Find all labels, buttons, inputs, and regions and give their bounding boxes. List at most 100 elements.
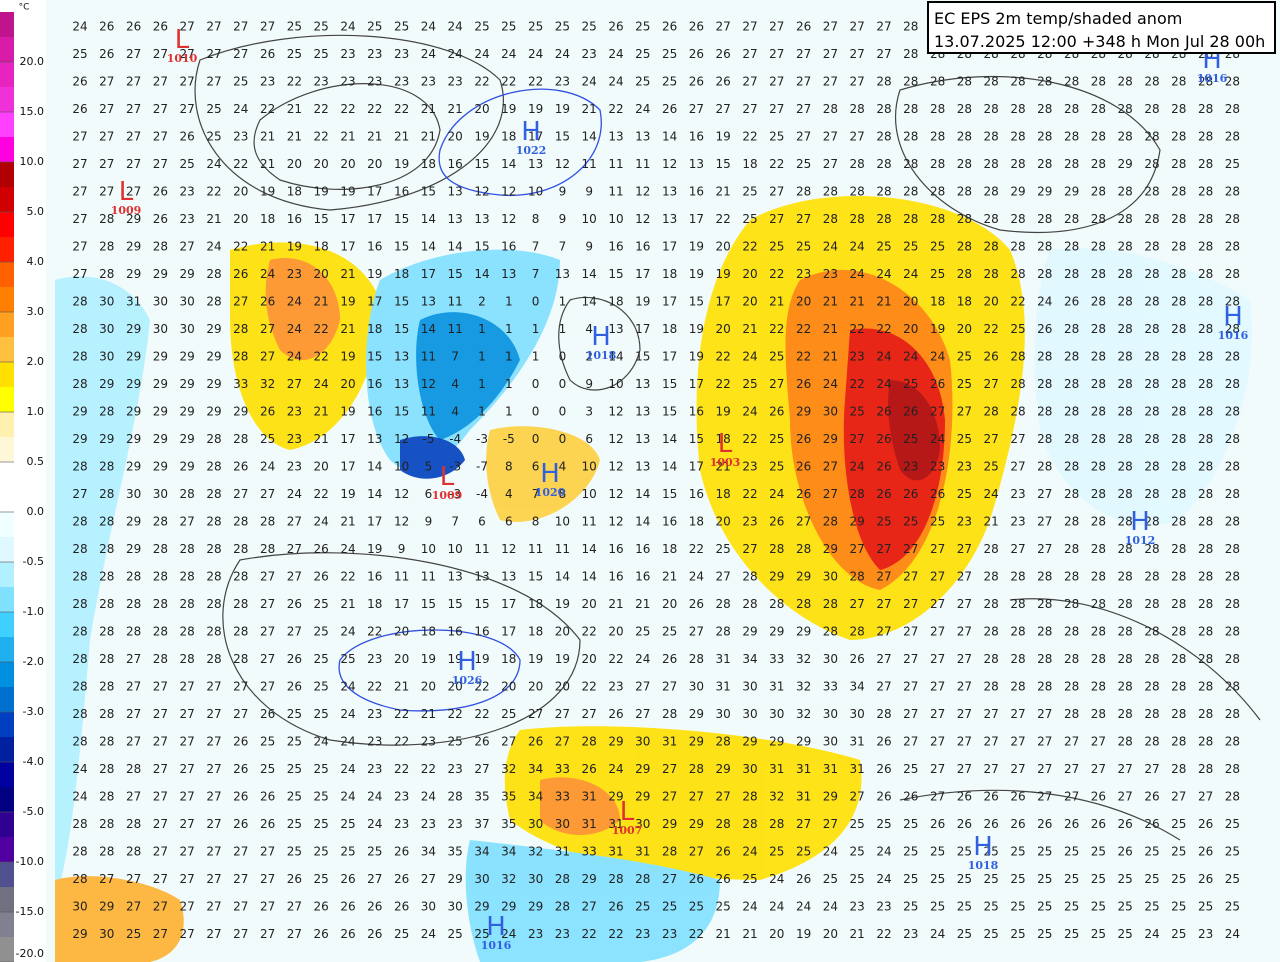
grid-value: 25 (1037, 872, 1052, 886)
grid-value: 28 (1225, 405, 1240, 419)
grid-value: 29 (528, 900, 543, 914)
grid-value: 0 (532, 432, 540, 446)
grid-value: 26 (1037, 322, 1052, 336)
grid-value: 28 (1198, 267, 1213, 281)
grid-value: 28 (1037, 130, 1052, 144)
grid-value: 27 (555, 735, 570, 749)
grid-value: 21 (340, 597, 355, 611)
pressure-value: 1018 (968, 859, 999, 872)
grid-value: 28 (1225, 707, 1240, 721)
grid-value: 21 (823, 350, 838, 364)
legend-label: 1.0 (27, 405, 45, 418)
grid-value: 25 (635, 75, 650, 89)
grid-value: 24 (689, 570, 704, 584)
grid-value: 28 (1091, 707, 1106, 721)
grid-value: 15 (662, 487, 677, 501)
grid-value: 21 (662, 570, 677, 584)
grid-value: 27 (1037, 487, 1052, 501)
grid-value: 28 (1198, 322, 1213, 336)
grid-value: 11 (582, 515, 597, 529)
grid-value: 28 (180, 570, 195, 584)
grid-value: 4 (559, 460, 567, 474)
grid-value: 27 (206, 845, 221, 859)
grid-value: 23 (340, 75, 355, 89)
grid-value: 27 (126, 735, 141, 749)
grid-value: 25 (314, 707, 329, 721)
grid-value: 31 (796, 790, 811, 804)
grid-value: 21 (421, 102, 436, 116)
cold-anomaly (1034, 248, 1252, 526)
grid-value: 24 (233, 102, 248, 116)
grid-value: 25 (314, 597, 329, 611)
grid-value: 26 (394, 845, 409, 859)
grid-value: 20 (716, 515, 731, 529)
grid-value: 28 (1118, 130, 1133, 144)
grid-value: 12 (608, 405, 623, 419)
legend-label: 20.0 (20, 55, 45, 68)
grid-value: 28 (876, 185, 891, 199)
grid-value: 29 (1118, 157, 1133, 171)
grid-value: 28 (984, 240, 999, 254)
grid-value: 27 (233, 927, 248, 941)
grid-value: 25 (1118, 927, 1133, 941)
grid-value: 28 (1091, 350, 1106, 364)
grid-value: 27 (1010, 542, 1025, 556)
grid-value: 29 (206, 322, 221, 336)
grid-value: 11 (421, 570, 436, 584)
legend-swatch (0, 512, 14, 538)
grid-value: 26 (1118, 817, 1133, 831)
grid-value: 28 (1144, 570, 1159, 584)
grid-value: 24 (1037, 295, 1052, 309)
legend-label: 4.0 (27, 255, 45, 268)
grid-value: 18 (501, 652, 516, 666)
legend-swatch (0, 87, 14, 113)
grid-value: 30 (528, 817, 543, 831)
grid-value: 27 (1037, 790, 1052, 804)
grid-value: 1 (478, 377, 486, 391)
grid-value: 27 (206, 790, 221, 804)
grid-value: 27 (689, 102, 704, 116)
grid-value: 28 (99, 707, 114, 721)
pressure-value: 1016 (481, 939, 512, 952)
grid-value: 29 (126, 377, 141, 391)
grid-value: 28 (1037, 405, 1052, 419)
grid-value: 19 (716, 130, 731, 144)
grid-value: 28 (1144, 652, 1159, 666)
grid-value: 12 (421, 377, 436, 391)
grid-value: 34 (850, 680, 865, 694)
isobar (558, 296, 641, 391)
grid-value: 27 (930, 735, 945, 749)
grid-value: 26 (796, 872, 811, 886)
grid-value: 25 (957, 487, 972, 501)
grid-value: 23 (287, 432, 302, 446)
grid-value: 28 (1225, 295, 1240, 309)
grid-value: 27 (1118, 762, 1133, 776)
grid-value: 28 (662, 707, 677, 721)
grid-value: 16 (635, 542, 650, 556)
grid-value: 20 (716, 240, 731, 254)
grid-value: 29 (689, 817, 704, 831)
grid-value: 25 (1010, 845, 1025, 859)
grid-value: 25 (1037, 927, 1052, 941)
grid-value: 24 (448, 47, 463, 61)
grid-value: 6 (505, 515, 513, 529)
warm-anomaly (888, 380, 940, 481)
grid-value: 26 (796, 487, 811, 501)
grid-value: 27 (823, 47, 838, 61)
grid-value: 28 (1037, 102, 1052, 116)
grid-value: 16 (689, 185, 704, 199)
grid-value: 30 (99, 927, 114, 941)
grid-value: 27 (180, 515, 195, 529)
grid-value: 15 (314, 212, 329, 226)
grid-value: 27 (796, 47, 811, 61)
grid-value: 14 (501, 157, 516, 171)
grid-value: 25 (314, 790, 329, 804)
grid-value: 22 (608, 652, 623, 666)
grid-value: 24 (287, 487, 302, 501)
grid-value: 28 (1171, 240, 1186, 254)
grid-value: 28 (1171, 267, 1186, 281)
pressure-symbol: L (718, 429, 733, 459)
grid-value: 23 (1198, 927, 1213, 941)
grid-value: 27 (72, 185, 87, 199)
grid-value: 28 (1144, 680, 1159, 694)
